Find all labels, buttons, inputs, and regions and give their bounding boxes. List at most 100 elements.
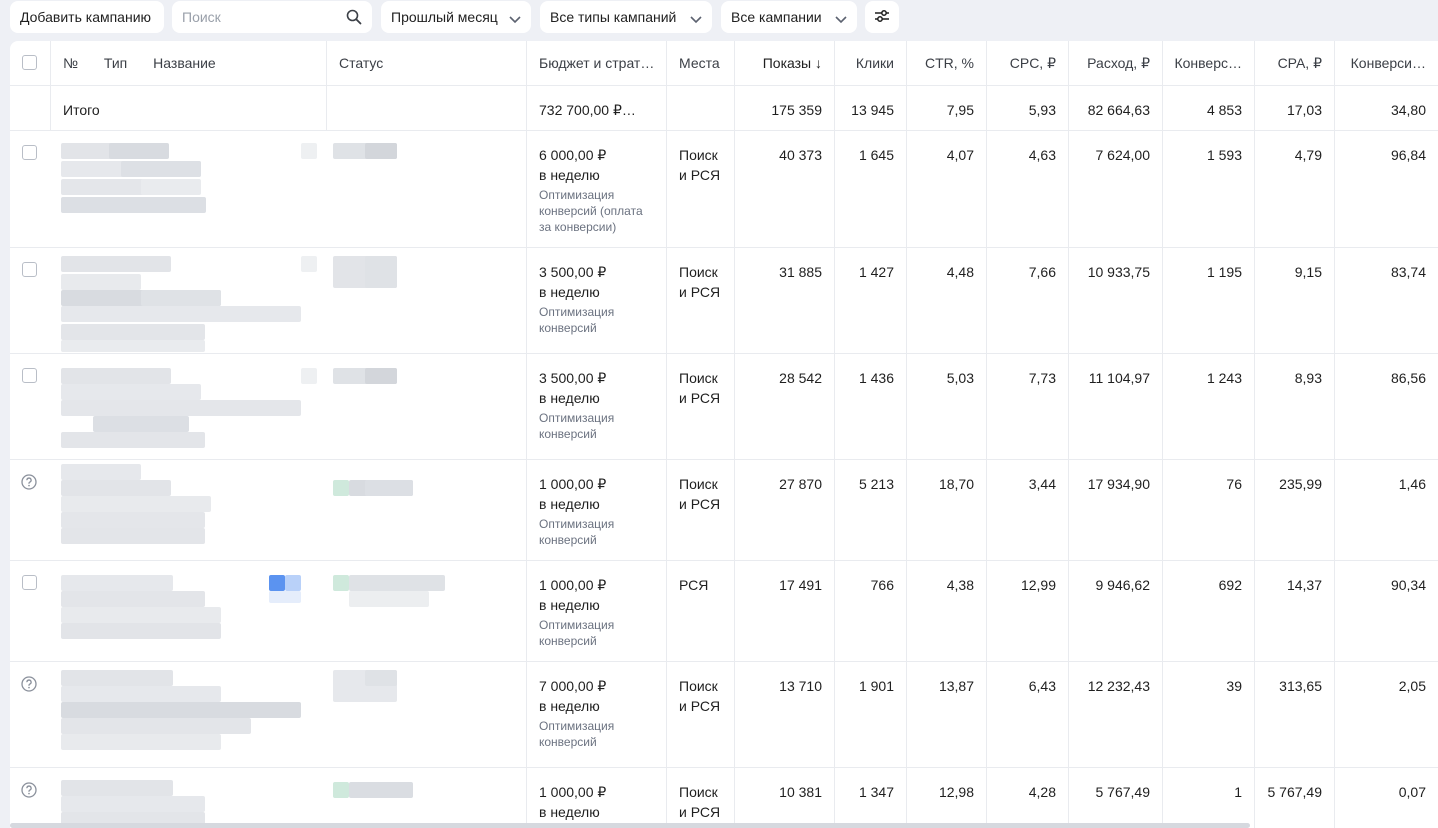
places-cell: Поиск и РСЯ: [666, 131, 734, 247]
col-name[interactable]: Название: [153, 55, 216, 71]
help-circle-icon[interactable]: [21, 474, 37, 493]
redacted-pixel-block: [365, 670, 397, 686]
cpc-value: 6,43: [986, 662, 1068, 767]
redacted-pixel-block: [141, 179, 201, 195]
ctr-value: 4,07: [906, 131, 986, 247]
table-row[interactable]: 6 000,00 ₽ в неделю Оптимизация конверсий …: [10, 131, 1438, 248]
add-campaign-button[interactable]: Добавить кампанию: [10, 1, 164, 33]
redacted-pixel-block: [61, 306, 301, 322]
row-checkbox[interactable]: [22, 145, 37, 160]
col-conversions[interactable]: Конверс…: [1162, 41, 1254, 85]
place-primary: Поиск: [679, 476, 718, 492]
row-select-cell: [10, 131, 50, 247]
header-name-group: № Тип Название: [50, 41, 326, 85]
campaign-types-dropdown[interactable]: Все типы кампаний: [540, 1, 712, 33]
row-select-cell: [10, 662, 50, 767]
help-circle-icon[interactable]: [21, 782, 37, 801]
place-secondary: и РСЯ: [679, 167, 721, 183]
conv-rate-value: 0,07: [1334, 768, 1438, 828]
col-places[interactable]: Места: [666, 41, 734, 85]
chevron-down-icon: [509, 11, 521, 27]
campaigns-filter-label: Все кампании: [731, 9, 822, 25]
shows-value: 10 381: [734, 768, 834, 828]
shows-value: 17 491: [734, 561, 834, 661]
search-box[interactable]: [172, 1, 372, 33]
horizontal-scrollbar[interactable]: [10, 823, 1250, 828]
select-all-checkbox[interactable]: [22, 55, 37, 70]
places-cell: Поиск и РСЯ: [666, 248, 734, 353]
cpc-value: 4,28: [986, 768, 1068, 828]
redacted-pixel-block: [61, 274, 141, 290]
budget-period: в неделю: [539, 698, 600, 714]
budget-amount: 3 500,00 ₽: [539, 370, 607, 386]
col-shows[interactable]: Показы ↓: [734, 41, 834, 85]
table-row[interactable]: 3 500,00 ₽ в неделю Оптимизация конверсий П…: [10, 354, 1438, 460]
budget-cell: 7 000,00 ₽ в неделю Оптимизация конверсий: [526, 662, 666, 767]
redacted-pixel-block: [61, 702, 301, 718]
total-ctr: 7,95: [906, 86, 986, 130]
place-primary: Поиск: [679, 370, 718, 386]
row-select-cell: [10, 561, 50, 661]
clicks-value: 1 901: [834, 662, 906, 767]
place-primary: Поиск: [679, 147, 718, 163]
period-dropdown[interactable]: Прошлый месяц: [381, 1, 531, 33]
shows-value: 13 710: [734, 662, 834, 767]
total-shows: 175 359: [734, 86, 834, 130]
col-status[interactable]: Статус: [326, 41, 526, 85]
col-clicks[interactable]: Клики: [834, 41, 906, 85]
budget-period: в неделю: [539, 390, 600, 406]
spend-value: 9 946,62: [1068, 561, 1162, 661]
total-label: Итого: [50, 86, 326, 130]
cpc-value: 3,44: [986, 460, 1068, 560]
row-checkbox[interactable]: [22, 368, 37, 383]
row-checkbox[interactable]: [22, 575, 37, 590]
col-cpc[interactable]: CPC, ₽: [986, 41, 1068, 85]
col-type[interactable]: Тип: [103, 55, 128, 71]
help-circle-icon[interactable]: [21, 676, 37, 695]
col-ctr[interactable]: CTR, %: [906, 41, 986, 85]
cpa-value: 235,99: [1254, 460, 1334, 560]
col-no[interactable]: №: [63, 55, 79, 71]
redacted-pixel-block: [61, 591, 205, 607]
table-row[interactable]: 1 000,00 ₽ в неделю Оптимизация конверсий П…: [10, 460, 1438, 561]
column-settings-button[interactable]: [865, 1, 899, 33]
conv-rate-value: 90,34: [1334, 561, 1438, 661]
budget-cell: 1 000,00 ₽ в неделю Оптимизация конверсий: [526, 561, 666, 661]
table-row[interactable]: 3 500,00 ₽ в неделю Оптимизация конверсий П…: [10, 248, 1438, 354]
clicks-value: 1 436: [834, 354, 906, 459]
conversions-value: 1 243: [1162, 354, 1254, 459]
search-input[interactable]: [182, 9, 332, 25]
ctr-value: 5,03: [906, 354, 986, 459]
redacted-pixel-block: [61, 256, 171, 272]
col-spend[interactable]: Расход, ₽: [1068, 41, 1162, 85]
redacted-pixel-block: [61, 528, 205, 544]
search-icon[interactable]: [346, 9, 362, 28]
table-header: № Тип Название Статус Бюджет и страт… Ме…: [10, 41, 1438, 86]
row-checkbox[interactable]: [22, 262, 37, 277]
conversions-value: 39: [1162, 662, 1254, 767]
shows-value: 31 885: [734, 248, 834, 353]
redacted-pixel-block: [365, 368, 397, 384]
campaigns-filter-dropdown[interactable]: Все кампании: [721, 1, 857, 33]
total-conversions: 4 853: [1162, 86, 1254, 130]
total-spend: 82 664,63: [1068, 86, 1162, 130]
table-row[interactable]: 1 000,00 ₽ в неделю Поиск и РСЯ 10 381 1 347 1…: [10, 768, 1438, 828]
col-budget[interactable]: Бюджет и страт…: [526, 41, 666, 85]
strategy-label: Оптимизация конверсий: [539, 305, 615, 335]
ctr-value: 12,98: [906, 768, 986, 828]
redacted-pixel-block: [61, 670, 173, 686]
redacted-pixel-block: [349, 782, 413, 798]
col-cpa[interactable]: CPA, ₽: [1254, 41, 1334, 85]
spend-value: 12 232,43: [1068, 662, 1162, 767]
table-row[interactable]: 1 000,00 ₽ в неделю Оптимизация конверсий Р…: [10, 561, 1438, 662]
sliders-icon: [874, 9, 890, 26]
budget-amount: 1 000,00 ₽: [539, 577, 607, 593]
budget-period: в неделю: [539, 167, 600, 183]
spend-value: 7 624,00: [1068, 131, 1162, 247]
budget-cell: 6 000,00 ₽ в неделю Оптимизация конверсий …: [526, 131, 666, 247]
table-row[interactable]: 7 000,00 ₽ в неделю Оптимизация конверсий П…: [10, 662, 1438, 768]
col-conv-rate[interactable]: Конверси…: [1334, 41, 1438, 85]
redacted-pixel-block: [333, 782, 349, 798]
cpa-value: 9,15: [1254, 248, 1334, 353]
place-primary: Поиск: [679, 784, 718, 800]
